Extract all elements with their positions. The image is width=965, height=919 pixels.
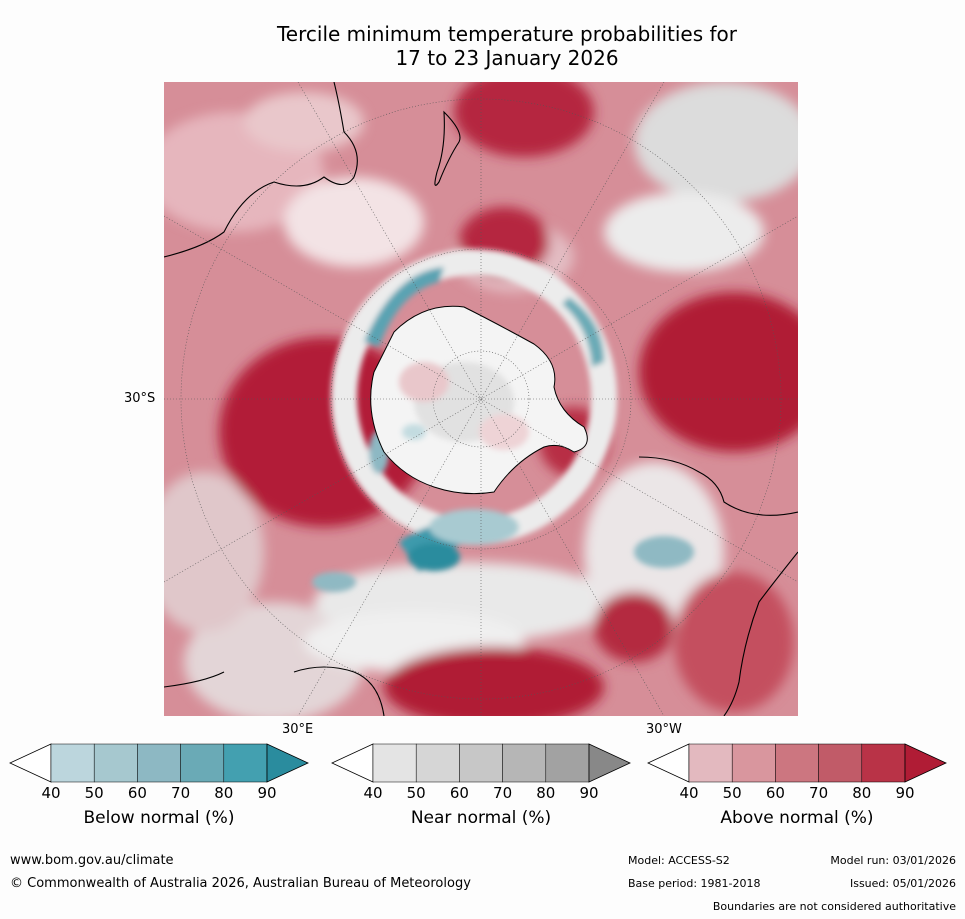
colorbar-below-tick: 50: [84, 784, 104, 802]
colorbar-below-tick: 40: [41, 784, 61, 802]
colorbar-near-segment: [545, 743, 590, 783]
colorbar-above-normal: [647, 743, 947, 783]
colorbar-below-extend-high: [266, 743, 309, 783]
colorbar-above-segment: [861, 743, 906, 783]
colorbar-above-extend-low: [647, 743, 690, 783]
colorbar-near-tick: 60: [449, 784, 469, 802]
colorbar-below-normal: [9, 743, 309, 783]
colorbar-near-extend-low: [331, 743, 374, 783]
colorbar-above-tick: 80: [852, 784, 872, 802]
colorbar-below-tick: 60: [127, 784, 147, 802]
base-period: Base period: 1981-2018: [628, 877, 761, 890]
model-name: Model: ACCESS-S2: [628, 854, 730, 867]
colorbar-above-tick: 90: [895, 784, 915, 802]
longitude-label-west: 30°W: [646, 722, 682, 737]
colorbar-near-segment: [502, 743, 547, 783]
colorbar-below-tick: 70: [171, 784, 191, 802]
colorbar-below-segment: [180, 743, 225, 783]
colorbar-above-segment: [731, 743, 776, 783]
colorbar-title-above: Above normal (%): [720, 808, 874, 828]
colorbar-above-segment: [818, 743, 863, 783]
colorbar-below-segment: [93, 743, 138, 783]
colorbar-title-near: Near normal (%): [410, 808, 552, 828]
model-run: Model run: 03/01/2026: [830, 854, 956, 867]
probability-map: [164, 82, 798, 716]
colorbar-near-tick: 40: [363, 784, 383, 802]
colorbar-below-segment: [223, 743, 268, 783]
map-title-line2: 17 to 23 January 2026: [395, 46, 619, 70]
colorbar-near-tick: 50: [406, 784, 426, 802]
colorbar-above-tick: 40: [679, 784, 699, 802]
coastline-australia: [164, 82, 358, 258]
coastline-africa: [164, 666, 385, 716]
boundaries-disclaimer: Boundaries are not considered authoritat…: [712, 900, 956, 913]
issued-date: Issued: 05/01/2026: [849, 877, 956, 890]
latitude-label: 30°S: [124, 391, 156, 406]
colorbar-below-segment: [137, 743, 181, 783]
colorbar-near-extend-high: [588, 743, 631, 783]
colorbar-near-tick: 90: [579, 784, 599, 802]
colorbar-above-segment: [688, 743, 733, 783]
colorbar-near-segment: [372, 743, 417, 783]
colorbar-above-extend-high: [904, 743, 947, 783]
colorbar-above-tick: 50: [722, 784, 742, 802]
map-title-line1: Tercile minimum temperature probabilitie…: [276, 22, 738, 46]
website-link[interactable]: www.bom.gov.au/climate: [10, 853, 174, 868]
colorbar-title-below: Below normal (%): [83, 808, 235, 828]
colorbar-near-segment: [459, 743, 503, 783]
colorbar-near-tick: 80: [536, 784, 556, 802]
colorbar-above-tick: 60: [765, 784, 785, 802]
colorbar-below-extend-low: [9, 743, 52, 783]
colorbar-above-tick: 70: [809, 784, 829, 802]
longitude-label-east: 30°E: [282, 722, 314, 737]
colorbar-near-normal: [331, 743, 631, 783]
coastline-south-america: [638, 456, 798, 716]
colorbar-near-tick: 70: [493, 784, 513, 802]
colorbar-above-segment: [775, 743, 819, 783]
colorbar-below-segment: [50, 743, 95, 783]
colorbar-near-segment: [415, 743, 460, 783]
colorbar-below-tick: 90: [257, 784, 277, 802]
copyright-text: © Commonwealth of Australia 2026, Austra…: [10, 876, 471, 891]
coastline-new-zealand: [434, 110, 461, 186]
map-title: Tercile minimum temperature probabilitie…: [164, 22, 850, 70]
colorbar-below-tick: 80: [214, 784, 234, 802]
